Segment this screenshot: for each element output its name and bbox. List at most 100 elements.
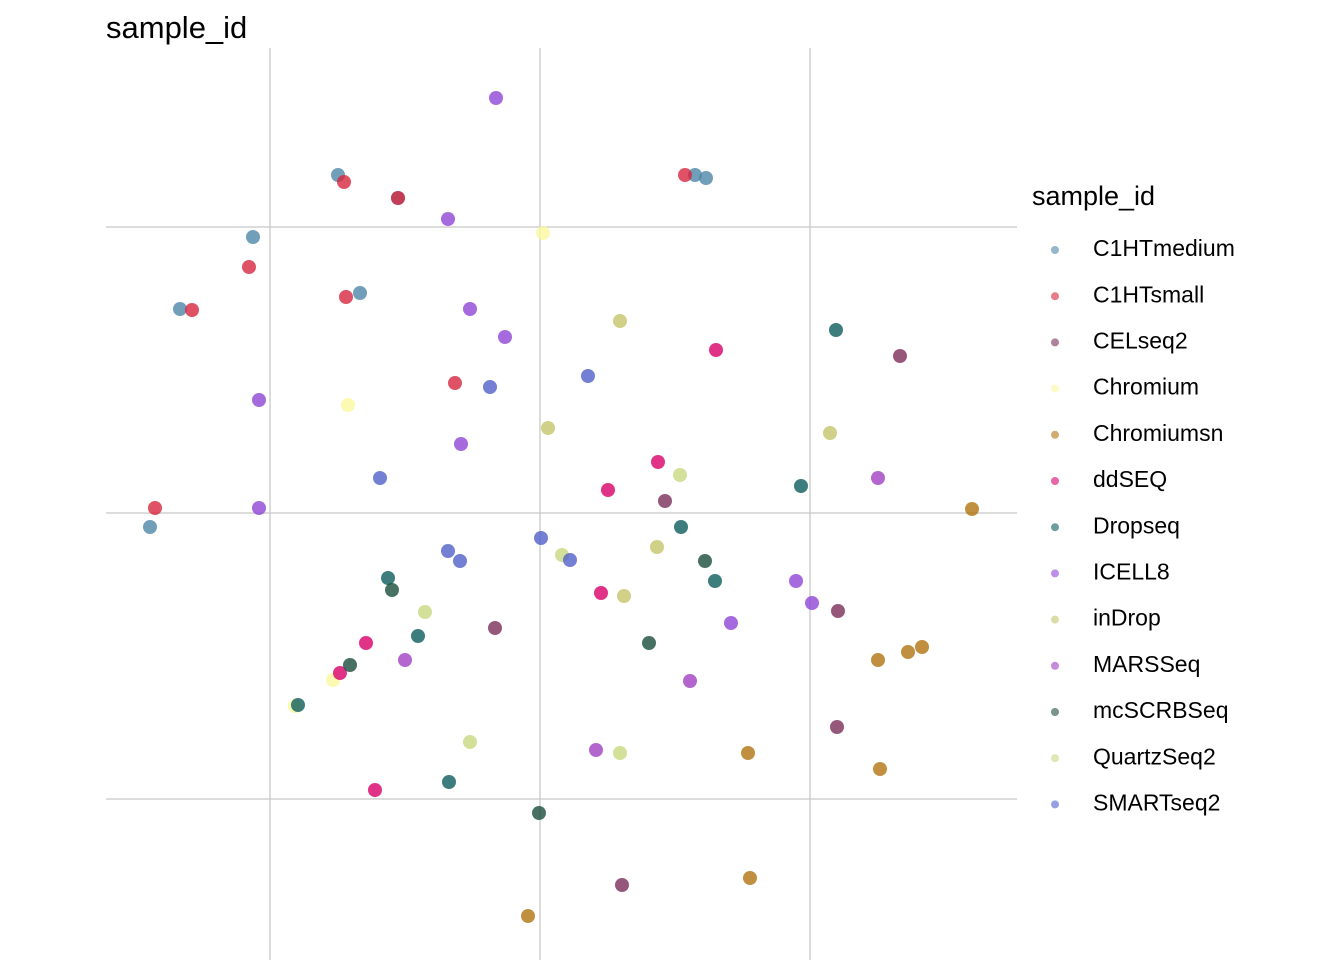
point	[642, 636, 656, 650]
point	[829, 323, 843, 337]
point	[534, 531, 548, 545]
point	[488, 621, 502, 635]
point	[699, 171, 713, 185]
point	[688, 168, 702, 182]
point	[915, 640, 929, 654]
point	[242, 260, 256, 274]
point	[463, 735, 477, 749]
point	[483, 380, 497, 394]
point	[698, 554, 712, 568]
point	[463, 302, 477, 316]
legend-swatch	[1051, 661, 1059, 670]
point	[291, 698, 305, 712]
legend-swatch	[1051, 430, 1059, 439]
point	[871, 471, 885, 485]
legend-swatch	[1051, 246, 1059, 254]
point	[830, 720, 844, 734]
point	[674, 520, 688, 534]
point	[683, 674, 697, 688]
legend-label: ddSEQ	[1093, 466, 1167, 492]
legend-label: MARSSeq	[1093, 651, 1200, 677]
point	[185, 303, 199, 317]
point	[385, 583, 399, 597]
legend-label: inDrop	[1093, 605, 1161, 631]
point	[873, 762, 887, 776]
point	[708, 574, 722, 588]
legend-swatch	[1051, 338, 1059, 347]
point	[615, 878, 629, 892]
legend-title: sample_id	[1032, 181, 1155, 211]
point	[398, 653, 412, 667]
point	[337, 175, 351, 189]
point	[453, 554, 467, 568]
point	[823, 426, 837, 440]
point	[441, 212, 455, 226]
legend-swatch	[1051, 615, 1059, 624]
point	[594, 586, 608, 600]
point	[391, 191, 405, 205]
point	[601, 483, 615, 497]
point	[658, 494, 672, 508]
legend-label: CELseq2	[1093, 327, 1188, 353]
legend-swatch	[1051, 708, 1059, 716]
point	[173, 302, 187, 316]
point	[743, 871, 757, 885]
point	[341, 398, 355, 412]
point	[536, 226, 550, 240]
point	[617, 589, 631, 603]
point	[673, 468, 687, 482]
legend-label: C1HTmedium	[1093, 235, 1235, 261]
point	[373, 471, 387, 485]
point	[805, 596, 819, 610]
point	[789, 574, 803, 588]
legend-swatch	[1051, 384, 1059, 393]
chart-title: sample_id	[106, 10, 247, 45]
point	[498, 330, 512, 344]
point	[359, 636, 373, 650]
point	[333, 666, 347, 680]
legend-label: Chromium	[1093, 374, 1199, 400]
legend-swatch	[1051, 569, 1059, 578]
point	[442, 775, 456, 789]
point	[339, 290, 353, 304]
legend-label: mcSCRBSeq	[1093, 697, 1228, 723]
point	[794, 479, 808, 493]
point	[246, 230, 260, 244]
point	[441, 544, 455, 558]
legend-swatch	[1051, 523, 1059, 532]
point	[724, 616, 738, 630]
point	[893, 349, 907, 363]
point	[411, 629, 425, 643]
point	[678, 168, 692, 182]
point	[651, 455, 665, 469]
point	[871, 653, 885, 667]
legend-label: Chromiumsn	[1093, 420, 1223, 446]
point	[741, 746, 755, 760]
point	[521, 909, 535, 923]
point	[454, 437, 468, 451]
legend-swatch	[1051, 800, 1059, 809]
point	[343, 658, 357, 672]
legend-label: SMARTseq2	[1093, 789, 1220, 815]
legend-label: C1HTsmall	[1093, 281, 1204, 307]
legend-label: QuartzSeq2	[1093, 743, 1216, 769]
legend-swatch	[1051, 477, 1059, 485]
legend-swatch	[1051, 754, 1059, 763]
point	[613, 314, 627, 328]
point	[613, 746, 627, 760]
point	[448, 376, 462, 390]
point	[563, 553, 577, 567]
point	[252, 393, 266, 407]
point	[143, 520, 157, 534]
legend-label: ICELL8	[1093, 558, 1170, 584]
point	[381, 571, 395, 585]
point	[965, 502, 979, 516]
point	[541, 421, 555, 435]
point	[368, 783, 382, 797]
point	[148, 501, 162, 515]
point	[489, 91, 503, 105]
point	[831, 604, 845, 618]
point	[589, 743, 603, 757]
legend-swatch	[1051, 292, 1059, 301]
